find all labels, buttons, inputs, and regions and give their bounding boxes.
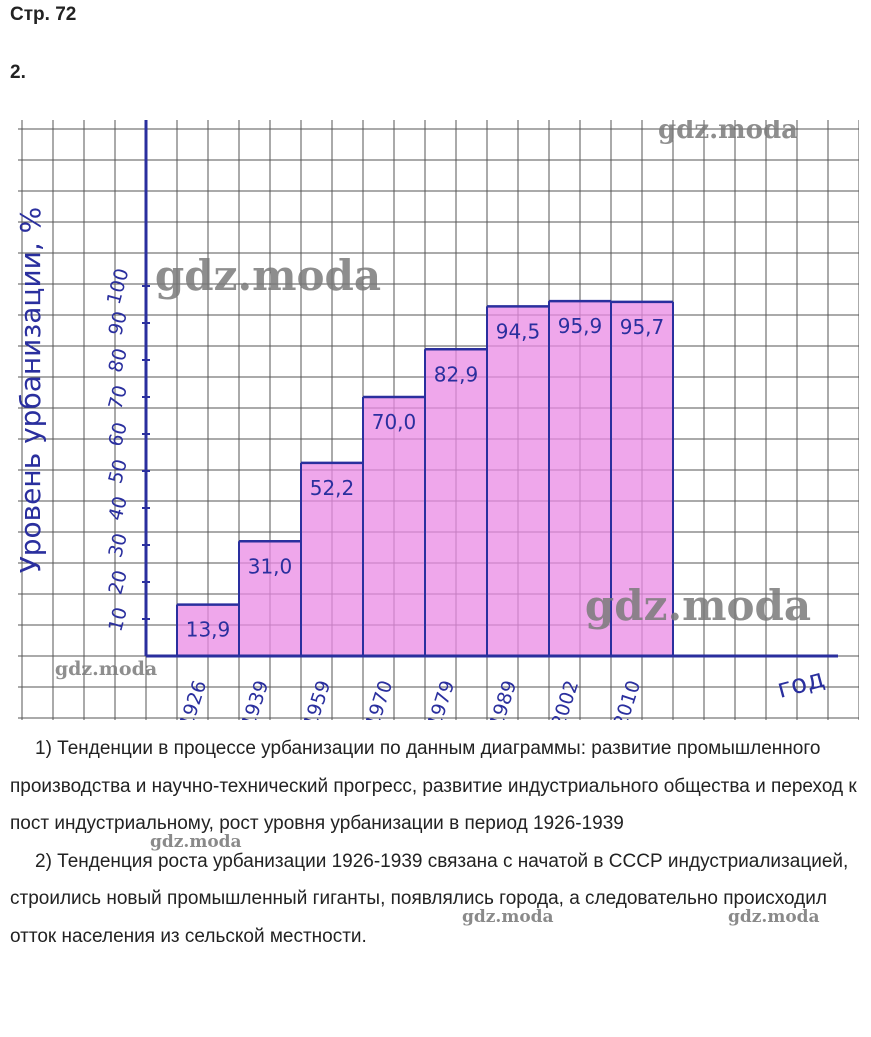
x-tick-label: 2002	[547, 678, 583, 720]
y-tick-label: 100	[103, 266, 134, 307]
watermark: gdz.moda	[658, 120, 798, 145]
bar	[301, 462, 363, 656]
y-axis-title: Уровень урбанизации, %	[18, 207, 47, 574]
bar	[549, 301, 611, 656]
task-number: 2.	[10, 62, 26, 83]
bar	[487, 306, 549, 656]
x-tick-label: 1979	[423, 678, 459, 720]
y-tick-label: 30	[104, 531, 132, 560]
watermark: gdz.moda	[585, 581, 811, 630]
y-tick-label: 80	[104, 346, 132, 375]
x-tick-label: 1939	[237, 678, 273, 720]
x-tick-label: 1970	[361, 678, 397, 720]
answer-2: 2) Тенденция роста урбанизации 1926-1939…	[10, 850, 849, 947]
data-label: 95,9	[558, 314, 603, 338]
bar	[363, 397, 425, 656]
data-label: 82,9	[434, 362, 479, 386]
data-label: 13,9	[186, 618, 231, 642]
watermark-text-2: gdz.moda	[462, 907, 554, 927]
watermark: gdz.moda	[155, 251, 381, 300]
chart-watermarks: gdz.moda gdz.moda gdz.moda gdz.moda	[55, 120, 811, 680]
data-label: 31,0	[248, 554, 293, 578]
answer-1: 1) Тенденции в процессе урбанизации по д…	[10, 738, 857, 834]
bar	[239, 541, 301, 656]
watermark: gdz.moda	[55, 658, 157, 680]
chart-svg: 13,9 1926 31,0 1939 52,2 1959 70,0 1970 82,9 1979…	[18, 120, 859, 720]
data-label: 52,2	[310, 476, 355, 500]
watermark-text-1: gdz.moda	[150, 832, 242, 852]
urbanization-chart: 13,9 1926 31,0 1939 52,2 1959 70,0 1970 82,9 1979…	[18, 120, 859, 720]
y-tick-label: 50	[104, 457, 132, 486]
x-tick-label: 2010	[609, 678, 645, 720]
chart-bars	[176, 299, 674, 656]
y-tick-label: 10	[104, 605, 132, 634]
x-tick-label: 1926	[175, 678, 211, 720]
x-tick-label: 1989	[485, 678, 521, 720]
bar	[425, 349, 487, 656]
data-label: 70,0	[372, 410, 417, 434]
bar	[177, 604, 239, 656]
y-tick-label: 20	[104, 568, 132, 597]
bar	[611, 301, 673, 656]
x-axis-title: год	[774, 664, 828, 705]
y-tick-label: 40	[104, 494, 132, 523]
y-tick-label: 60	[104, 420, 132, 449]
x-tick-label: 1959	[299, 678, 335, 720]
data-label: 95,7	[620, 315, 665, 339]
watermark-text-3: gdz.moda	[728, 907, 820, 927]
data-label: 94,5	[496, 319, 541, 343]
page-header: Стр. 72	[10, 4, 77, 25]
answer-text: 1) Тенденции в процессе урбанизации по д…	[10, 730, 860, 955]
y-tick-label: 90	[104, 309, 132, 338]
chart-axes	[142, 120, 838, 658]
